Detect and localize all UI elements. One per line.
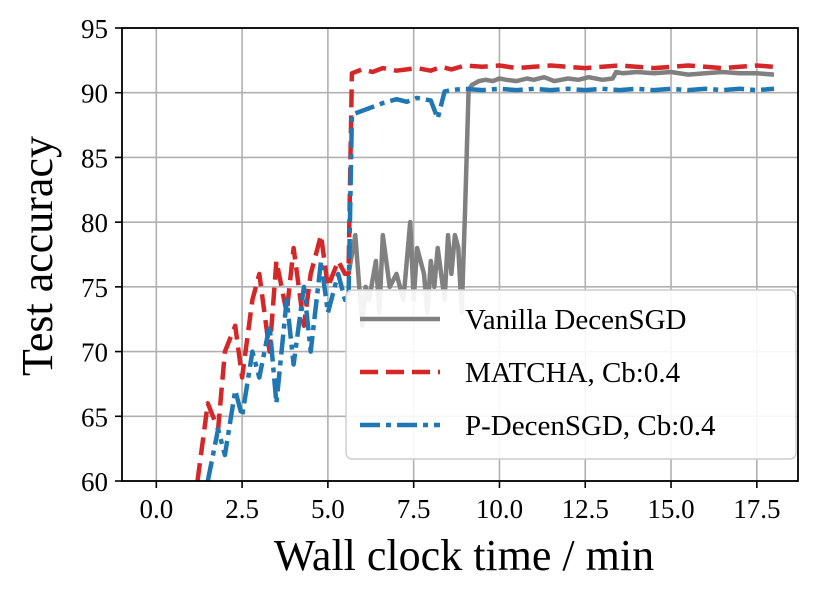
ticks: 0.0 2.5 5.0 7.5 10.0 12.5 15.0 17.5 60 65 70 75 80 85… (81, 14, 780, 524)
x-tick-label-5-0: 5.0 (311, 494, 345, 524)
x-tick-label-17-5: 17.5 (733, 494, 780, 524)
y-tick-label-90: 90 (81, 79, 108, 109)
legend: Vanilla DecenSGD MATCHA, Cb:0.4 P-DecenS… (345, 289, 797, 460)
legend-label-pdecensgd: P-DecenSGD, Cb:0.4 (465, 410, 716, 442)
y-tick-label-60: 60 (81, 467, 108, 497)
series-matcha (195, 63, 775, 481)
x-tick-label-7-5: 7.5 (397, 494, 431, 524)
x-tick-label-15-0: 15.0 (647, 494, 694, 524)
series-p-decensgd (205, 86, 775, 481)
x-tick-label-12-5: 12.5 (562, 494, 609, 524)
legend-label-matcha: MATCHA, Cb:0.4 (465, 357, 681, 389)
series-group (195, 63, 775, 481)
x-tick-label-0-0: 0.0 (139, 494, 173, 524)
legend-label-vanilla: Vanilla DecenSGD (465, 304, 686, 336)
y-tick-label-80: 80 (81, 208, 108, 238)
y-tick-label-65: 65 (81, 402, 108, 432)
y-tick-label-70: 70 (81, 338, 108, 368)
y-tick-label-75: 75 (81, 273, 108, 303)
y-tick-label-85: 85 (81, 143, 108, 173)
y-axis-title: Test accuracy (13, 136, 62, 376)
x-axis-title: Wall clock time / min (274, 531, 654, 580)
legend-box (345, 289, 797, 460)
x-tick-label-10-0: 10.0 (476, 494, 523, 524)
plot-frame (121, 27, 799, 482)
y-tick-label-95: 95 (81, 14, 108, 44)
x-tick-label-2-5: 2.5 (225, 494, 259, 524)
